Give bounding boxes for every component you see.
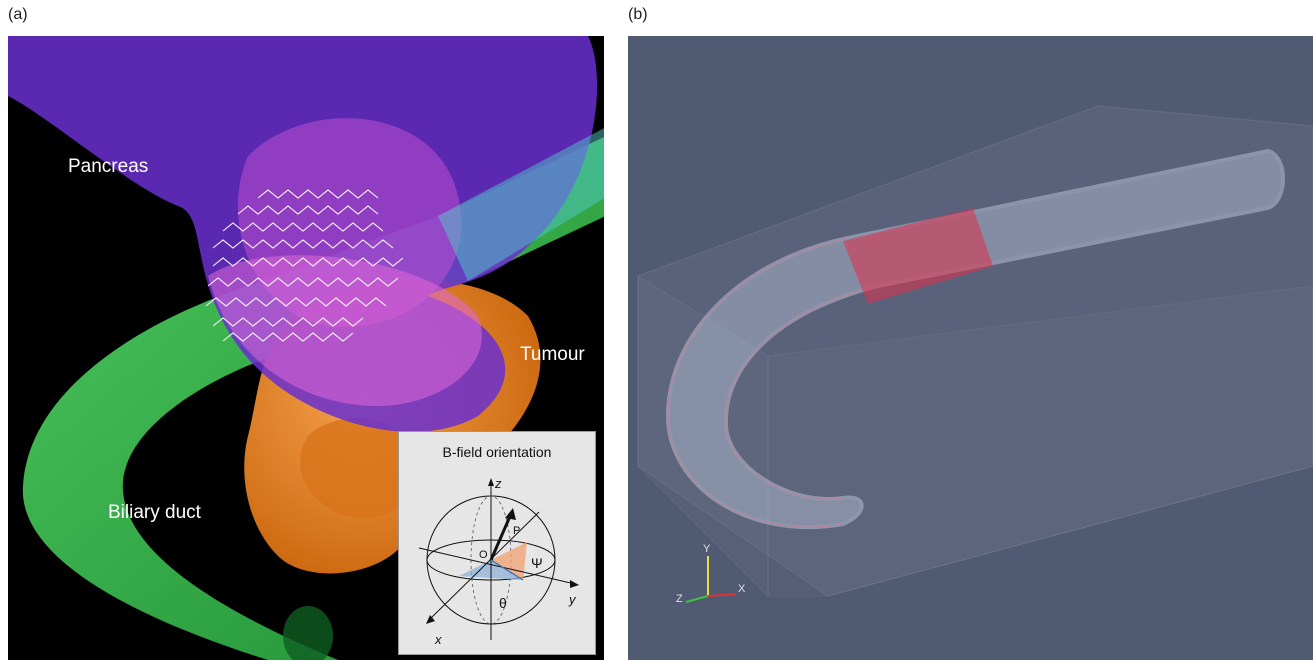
simulation-render: Y X Z [637, 105, 1313, 605]
anatomy-render [8, 36, 604, 660]
angle-theta-label: θ [499, 595, 507, 611]
stent-shape [843, 208, 993, 304]
panel-b-label: (b) [628, 6, 648, 23]
orientation-sphere-diagram: z y x P O Ψ θ [418, 476, 579, 647]
axis-y-label: y [568, 592, 577, 607]
tumour-label: Tumour [520, 344, 585, 365]
axis-x-label: x [434, 632, 442, 647]
panel-b-render: Y X Z [628, 36, 1313, 660]
b-field-orientation-inset: B-field orientation z y x P O Ψ [398, 431, 596, 655]
triad-y-label: Y [703, 543, 711, 555]
point-p-label: P [513, 525, 520, 537]
angle-psi-label: Ψ [531, 555, 543, 571]
origin-o-label: O [479, 549, 488, 561]
biliary-duct-label: Biliary duct [108, 502, 201, 523]
triad-z-label: Z [676, 593, 683, 605]
stent-mesh [205, 189, 404, 342]
axis-z-label: z [494, 476, 502, 491]
bounding-box [637, 105, 1313, 598]
pancreas-label: Pancreas [68, 156, 149, 177]
panel-a-render: Pancreas Tumour Biliary duct B-field ori… [8, 36, 604, 660]
axes-triad: Y X Z [676, 543, 746, 605]
panel-a-label: (a) [8, 6, 28, 23]
triad-x-label: X [738, 583, 746, 595]
inset-title: B-field orientation [442, 444, 552, 460]
